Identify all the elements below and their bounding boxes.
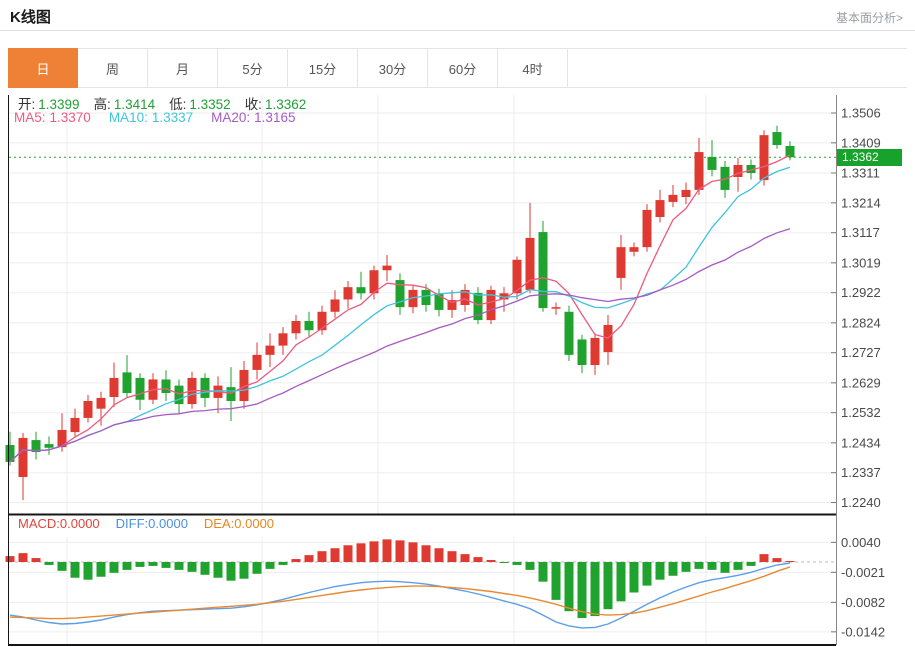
macd-legend: MACD:0.0000 DIFF:0.0000 DEA:0.0000 — [18, 516, 274, 531]
tab-4hour[interactable]: 4时 — [498, 48, 568, 88]
svg-text:0.0040: 0.0040 — [841, 535, 881, 550]
svg-text:-0.0021: -0.0021 — [841, 565, 885, 580]
close-value: 收: 1.3362 — [244, 97, 307, 112]
svg-text:1.3117: 1.3117 — [841, 225, 880, 240]
svg-text:-0.0082: -0.0082 — [841, 595, 885, 610]
macd-value: MACD:0.0000 — [18, 516, 100, 531]
tab-15min[interactable]: 15分 — [288, 48, 358, 88]
svg-text:1.2727: 1.2727 — [841, 345, 881, 360]
svg-text:1.2434: 1.2434 — [841, 435, 881, 450]
tab-day[interactable]: 日 — [8, 48, 78, 88]
svg-text:1.2532: 1.2532 — [841, 405, 881, 420]
diff-value: DIFF:0.0000 — [115, 516, 188, 531]
tab-5min[interactable]: 5分 — [218, 48, 288, 88]
svg-text:1.2629: 1.2629 — [841, 375, 881, 390]
chart-area: 1.3506 1.3409 1.3311 1.3214 1.3117 1.3019 1.29… — [0, 88, 915, 647]
high-value: 高: 1.3414 — [93, 97, 156, 112]
tab-60min[interactable]: 60分 — [428, 48, 498, 88]
tab-month[interactable]: 月 — [148, 48, 218, 88]
svg-text:-0.0142: -0.0142 — [841, 624, 885, 639]
svg-text:1.3214: 1.3214 — [841, 195, 881, 210]
ohlc-legend: 开: 1.3399 高: 1.3414 低: 1.3352 收: 1.3362 — [18, 93, 306, 113]
svg-text:1.3409: 1.3409 — [841, 135, 881, 150]
fundamental-analysis-link[interactable]: 基本面分析> — [835, 11, 903, 25]
ma5-value: MA5: 1.3370 — [14, 110, 91, 125]
tab-30min[interactable]: 30分 — [358, 48, 428, 88]
page-title: K线图 — [10, 9, 51, 26]
svg-text:1.2337: 1.2337 — [841, 465, 881, 480]
svg-text:1.2240: 1.2240 — [841, 495, 881, 510]
svg-text:1.2922: 1.2922 — [841, 285, 881, 300]
svg-text:1.3506: 1.3506 — [841, 106, 881, 121]
svg-text:1.3311: 1.3311 — [841, 166, 880, 181]
tabbar-filler — [568, 48, 907, 88]
tab-week[interactable]: 周 — [78, 48, 148, 88]
svg-text:1.2824: 1.2824 — [841, 315, 881, 330]
ma-legend: MA5: 1.3370 MA10: 1.3337 MA20: 1.3165 — [14, 110, 295, 125]
ma10-value: MA10: 1.3337 — [108, 110, 194, 125]
kline-chart-canvas[interactable]: 1.3506 1.3409 1.3311 1.3214 1.3117 1.3019 1.29… — [0, 88, 915, 647]
module-header: K线图 基本面分析> — [0, 0, 915, 31]
ma20-value: MA20: 1.3165 — [211, 110, 296, 125]
low-value: 低: 1.3352 — [169, 97, 231, 112]
current-price-badge: 1.3362 — [837, 149, 902, 166]
svg-text:1.3019: 1.3019 — [841, 255, 881, 270]
dea-value: DEA:0.0000 — [203, 516, 275, 531]
open-value: 开: 1.3399 — [18, 97, 80, 112]
interval-tabbar: 日 周 月 5分 15分 30分 60分 4时 — [8, 48, 907, 88]
